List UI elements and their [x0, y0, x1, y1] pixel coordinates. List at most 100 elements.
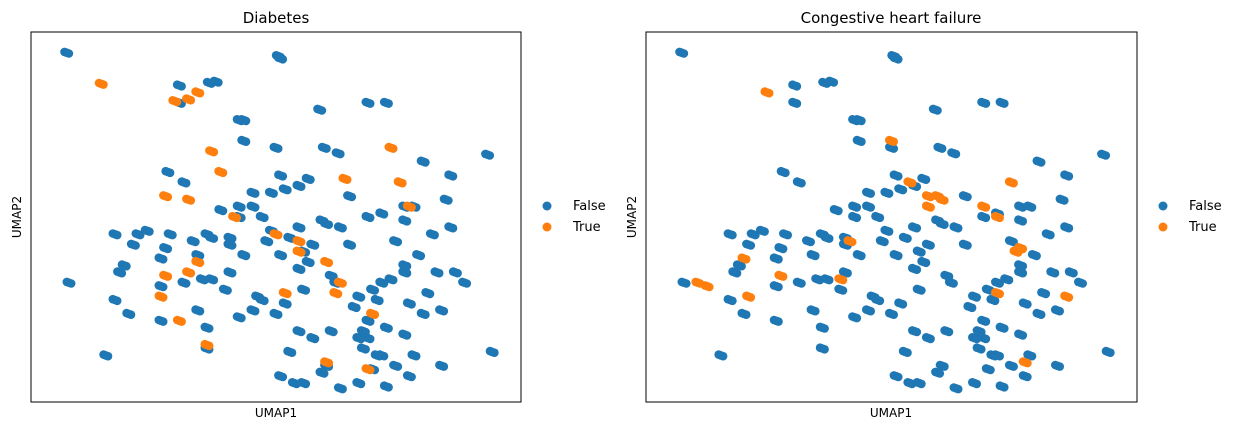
scatter-point-false: [834, 284, 848, 295]
scatter-point-false: [885, 142, 898, 153]
point-dot: [884, 227, 894, 236]
scatter-point-false: [889, 53, 903, 64]
scatter-point-false: [963, 301, 977, 313]
scatter-point-false: [912, 378, 926, 389]
point-dot: [937, 144, 947, 153]
scatter-point-false: [912, 284, 926, 295]
point-dot: [329, 327, 338, 337]
point-dot: [903, 234, 912, 243]
point-dot: [338, 279, 347, 288]
scatter-point-false: [195, 274, 209, 285]
point-dot: [921, 258, 931, 268]
scatter-point-true: [320, 256, 334, 268]
scatter-point-false: [416, 156, 430, 167]
point-dot: [64, 49, 74, 58]
scatter-point-false: [444, 170, 458, 181]
scatter-point-false: [333, 222, 347, 233]
point-dot: [903, 348, 912, 358]
scatter-point-false: [159, 243, 173, 254]
point-dot: [163, 192, 173, 202]
scatter-point-false: [931, 367, 945, 378]
scatter-point-true: [991, 288, 1004, 299]
point-dot: [356, 293, 366, 302]
scatter-point-false: [1014, 329, 1028, 340]
scatter-point-false: [398, 215, 412, 226]
scatter-point-false: [292, 180, 306, 191]
scatter-point-false: [352, 378, 366, 389]
scatter-point-true: [760, 87, 774, 98]
point-dot: [875, 296, 885, 306]
scatter-point-false: [1060, 170, 1074, 181]
scatter-point-false: [154, 253, 168, 264]
scatter-point-false: [852, 250, 866, 261]
point-dot: [439, 362, 449, 371]
scatter-point-false: [1055, 194, 1069, 205]
point-dot: [797, 178, 806, 188]
point-dot: [912, 327, 922, 337]
scatter-point-false: [894, 184, 908, 195]
point-layer: [675, 47, 1115, 394]
point-dot: [889, 310, 898, 320]
scatter-point-false: [968, 333, 981, 344]
scatter-point-false: [306, 239, 320, 250]
scatter-point-false: [370, 350, 384, 361]
scatter-point-false: [742, 239, 756, 250]
point-dot: [186, 268, 196, 278]
point-dot: [792, 82, 802, 91]
scatter-point-false: [407, 350, 421, 361]
point-dot: [398, 178, 407, 188]
scatter-point-false: [200, 322, 214, 333]
scatter-point-false: [852, 135, 866, 146]
point-dot: [384, 324, 393, 333]
scatter-point-false: [425, 229, 439, 240]
scatter-point-false: [921, 239, 935, 250]
scatter-point-false: [269, 308, 283, 320]
point-dot: [273, 310, 283, 320]
point-dot: [1027, 203, 1037, 212]
scatter-point-false: [205, 232, 219, 243]
point-dot: [310, 241, 320, 250]
scatter-point-false: [1060, 222, 1074, 233]
point-dot: [237, 313, 246, 323]
scatter-point-false: [1051, 305, 1064, 316]
point-dot: [278, 55, 288, 64]
point-dot: [944, 272, 954, 281]
point-dot: [1018, 268, 1028, 278]
point-dot: [241, 137, 251, 146]
point-dot: [1078, 279, 1087, 288]
scatter-point-false: [370, 294, 384, 306]
point-dot: [963, 192, 972, 202]
point-dot: [195, 258, 205, 268]
legend-label-true: True: [1188, 220, 1217, 235]
point-dot: [218, 168, 228, 178]
scatter-point-false: [889, 371, 903, 382]
point-dot: [278, 172, 288, 181]
point-dot: [444, 196, 453, 205]
scatter-point-false: [352, 291, 366, 302]
scatter-panel-diabetes: Diabetes UMAP1 UMAP2 False True: [10, 9, 606, 420]
point-dot: [806, 237, 815, 247]
point-dot: [214, 78, 223, 87]
point-dot: [857, 116, 866, 126]
point-dot: [774, 254, 783, 264]
scatter-point-false: [269, 142, 283, 153]
point-dot: [273, 144, 283, 153]
scatter-point-true: [191, 256, 205, 268]
point-dot: [940, 362, 949, 371]
scatter-point-true: [843, 236, 857, 247]
point-dot: [781, 168, 790, 178]
point-dot: [990, 351, 1000, 361]
point-dot: [99, 80, 108, 89]
point-dot: [1055, 362, 1064, 371]
scatter-point-false: [972, 326, 986, 337]
point-dot: [462, 279, 472, 288]
scatter-point-true: [94, 78, 108, 89]
point-dot: [365, 317, 375, 326]
scatter-point-false: [260, 236, 274, 247]
scatter-point-false: [977, 97, 991, 108]
point-dot: [718, 351, 728, 361]
chart-title: Congestive heart failure: [801, 9, 982, 27]
scatter-point-false: [746, 229, 760, 240]
scatter-point-false: [677, 277, 691, 288]
scatter-point-false: [1000, 274, 1014, 285]
